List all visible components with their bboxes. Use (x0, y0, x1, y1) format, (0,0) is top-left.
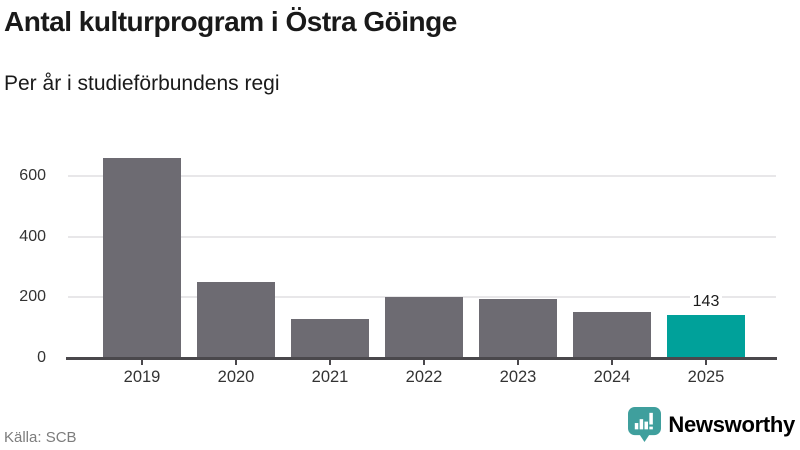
chart-title: Antal kulturprogram i Östra Göinge (4, 6, 457, 37)
x-axis-line (66, 357, 777, 360)
x-tick-2025 (705, 360, 707, 365)
y-axis-label-400: 400 (19, 227, 46, 245)
x-tick-2021 (329, 360, 331, 365)
x-axis-label-2020: 2020 (217, 368, 255, 386)
x-axis-label-2023: 2023 (499, 368, 537, 386)
chart-subtitle: Per år i studieförbundens regi (4, 72, 280, 95)
bar-2024 (573, 312, 651, 358)
x-axis-label-2025: 2025 (687, 368, 725, 386)
x-tick-2020 (235, 360, 237, 365)
gridline-600 (68, 175, 776, 178)
bar-2021 (291, 318, 369, 358)
x-tick-2024 (611, 360, 613, 365)
source-note: Källa: SCB (4, 429, 77, 446)
x-tick-2019 (141, 360, 143, 365)
brand-name: Newsworthy (668, 412, 795, 437)
y-axis-label-0: 0 (37, 349, 46, 366)
x-axis-label-2024: 2024 (593, 368, 631, 386)
x-axis-label-2021: 2021 (311, 368, 349, 386)
x-tick-2023 (517, 360, 519, 365)
bar-2023 (479, 298, 557, 358)
bar-2025 (667, 314, 745, 358)
newsworthy-pin-barchart-icon (628, 407, 662, 447)
x-tick-2022 (423, 360, 425, 365)
x-axis-label-2019: 2019 (123, 368, 161, 386)
bar-2019 (103, 158, 181, 358)
bar-2020 (197, 282, 275, 358)
y-axis-label-600: 600 (19, 167, 46, 185)
bar-2022 (385, 296, 463, 358)
x-axis-label-2022: 2022 (405, 368, 443, 386)
brand-logo: Newsworthy (628, 407, 795, 449)
bar-value-label: 143 (666, 292, 746, 311)
y-axis-label-200: 200 (19, 288, 46, 306)
plot-area (68, 140, 776, 358)
gridline-400 (68, 235, 776, 238)
